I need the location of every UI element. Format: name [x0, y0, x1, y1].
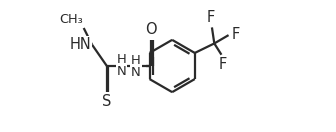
Text: H
N: H N — [117, 53, 127, 78]
Text: CH₃: CH₃ — [59, 13, 83, 26]
Text: S: S — [102, 94, 112, 109]
Text: HN: HN — [70, 37, 91, 51]
Text: F: F — [218, 57, 227, 72]
Text: H
N: H N — [131, 54, 141, 79]
Text: F: F — [232, 27, 240, 42]
Text: F: F — [207, 10, 215, 25]
Text: O: O — [145, 22, 157, 37]
